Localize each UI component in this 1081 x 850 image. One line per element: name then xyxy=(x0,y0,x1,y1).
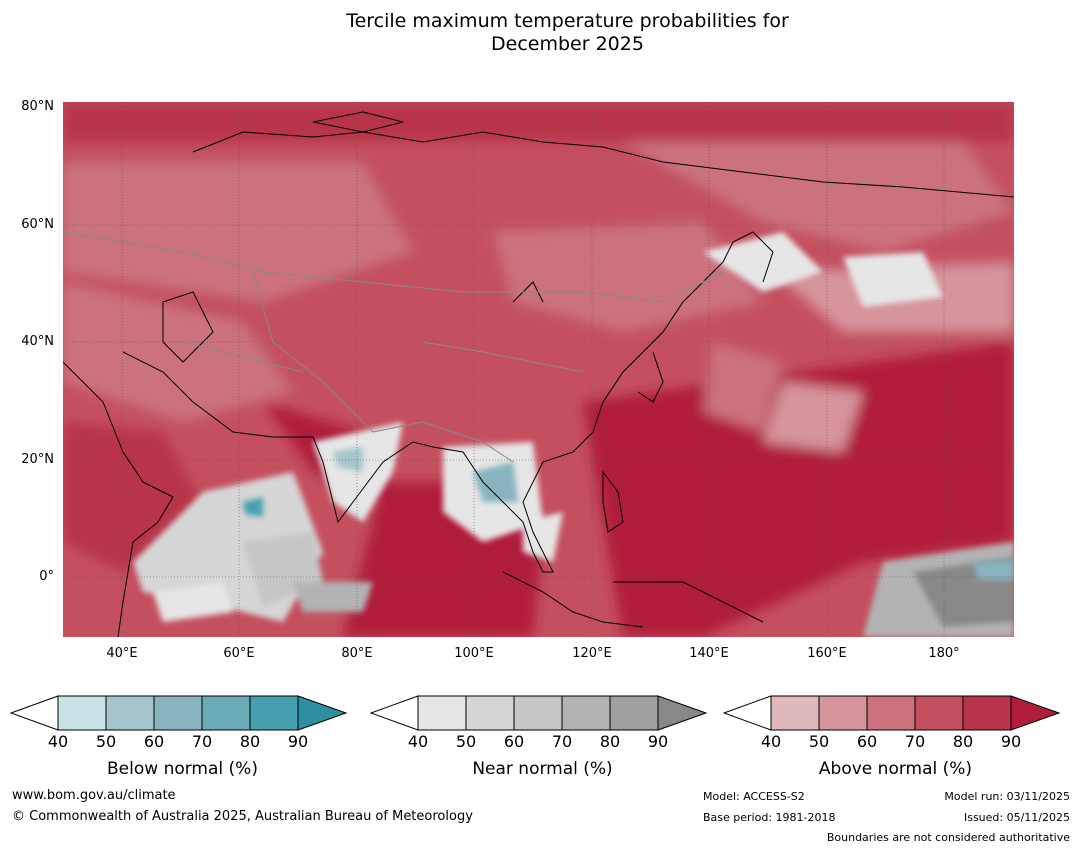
colorbar-segment xyxy=(105,695,155,731)
colorbar-left-arrow xyxy=(723,695,772,731)
shading-near xyxy=(133,232,1014,637)
colorbar-near xyxy=(370,695,708,731)
lat-label-0: 0° xyxy=(39,569,54,584)
colorbar-segment xyxy=(866,695,916,731)
lat-label-60n: 60°N xyxy=(21,217,54,232)
colorbar-segment xyxy=(962,695,1012,731)
ticks-above: 40 50 60 70 80 90 xyxy=(723,732,1068,752)
lat-label-40n: 40°N xyxy=(21,334,54,349)
footer-disclaimer: Boundaries are not considered authoritat… xyxy=(826,831,1070,844)
footer-model: Model: ACCESS-S2 xyxy=(703,790,805,803)
title-line-2: December 2025 xyxy=(491,33,644,55)
footer-url: www.bom.gov.au/climate xyxy=(12,788,176,803)
legend-below-normal: 40 50 60 70 80 90 Below normal (%) xyxy=(10,690,355,780)
tick: 80 xyxy=(952,732,974,751)
lon-label-100e: 100°E xyxy=(454,646,494,661)
lon-label-40e: 40°E xyxy=(106,646,138,661)
tick: 90 xyxy=(1000,732,1022,751)
ticks-near: 40 50 60 70 80 90 xyxy=(370,732,715,752)
lon-label-160e: 160°E xyxy=(807,646,847,661)
colorbar-segment xyxy=(513,695,563,731)
tick: 60 xyxy=(856,732,878,751)
colorbar-segment xyxy=(201,695,251,731)
legend-caption: Near normal (%) xyxy=(472,759,613,779)
title-line-1: Tercile maximum temperature probabilitie… xyxy=(346,10,789,32)
tick: 90 xyxy=(647,732,669,751)
colorbar-segment xyxy=(770,695,820,731)
legend-above-normal: 40 50 60 70 80 90 Above normal (%) xyxy=(723,690,1068,780)
lon-label-140e: 140°E xyxy=(689,646,729,661)
colorbar-left-arrow xyxy=(10,695,59,731)
tick: 80 xyxy=(599,732,621,751)
footer-copyright: © Commonwealth of Australia 2025, Austra… xyxy=(12,809,473,824)
tick: 70 xyxy=(904,732,926,751)
probability-map xyxy=(63,102,1014,637)
lat-label-80n: 80°N xyxy=(21,99,54,114)
coastlines xyxy=(63,111,1014,637)
legend-caption: Above normal (%) xyxy=(818,759,973,779)
colorbar-segment xyxy=(57,695,107,731)
legend-caption: Below normal (%) xyxy=(107,759,258,779)
colorbar-segment xyxy=(249,695,299,731)
tick: 60 xyxy=(503,732,525,751)
tick: 40 xyxy=(760,732,782,751)
colorbar-segment xyxy=(561,695,611,731)
colorbar-segment xyxy=(914,695,964,731)
chart-title: Tercile maximum temperature probabilitie… xyxy=(0,10,1081,56)
footer-base-period: Base period: 1981-2018 xyxy=(703,811,836,824)
tick: 80 xyxy=(239,732,261,751)
graticule xyxy=(63,102,1014,637)
tick: 90 xyxy=(287,732,309,751)
colorbar-segment xyxy=(465,695,515,731)
ticks-below: 40 50 60 70 80 90 xyxy=(10,732,355,752)
tick: 50 xyxy=(95,732,117,751)
lon-label-60e: 60°E xyxy=(223,646,255,661)
tick: 50 xyxy=(808,732,830,751)
lon-label-180: 180° xyxy=(928,646,960,661)
colorbar-segment xyxy=(153,695,203,731)
colorbar-below xyxy=(10,695,348,731)
colorbar-above xyxy=(723,695,1061,731)
footer-model-run: Model run: 03/11/2025 xyxy=(944,790,1070,803)
map-svg xyxy=(63,102,1014,637)
legend-near-normal: 40 50 60 70 80 90 Near normal (%) xyxy=(370,690,715,780)
colorbar-segment xyxy=(609,695,659,731)
colorbar-right-arrow xyxy=(297,695,348,731)
tick: 50 xyxy=(455,732,477,751)
colorbar-right-arrow xyxy=(1010,695,1061,731)
colorbar-left-arrow xyxy=(370,695,419,731)
colorbar-segment xyxy=(818,695,868,731)
footer-issued: Issued: 05/11/2025 xyxy=(963,811,1070,824)
lon-label-120e: 120°E xyxy=(572,646,612,661)
tick: 70 xyxy=(191,732,213,751)
shading-below xyxy=(243,447,1014,580)
tick: 40 xyxy=(407,732,429,751)
colorbar-right-arrow xyxy=(657,695,708,731)
lat-label-20n: 20°N xyxy=(21,452,54,467)
tick: 60 xyxy=(143,732,165,751)
country-boundaries xyxy=(63,231,724,463)
colorbar-segment xyxy=(417,695,467,731)
lon-label-80e: 80°E xyxy=(341,646,373,661)
tick: 70 xyxy=(551,732,573,751)
tick: 40 xyxy=(47,732,69,751)
shading-above xyxy=(63,102,1014,637)
